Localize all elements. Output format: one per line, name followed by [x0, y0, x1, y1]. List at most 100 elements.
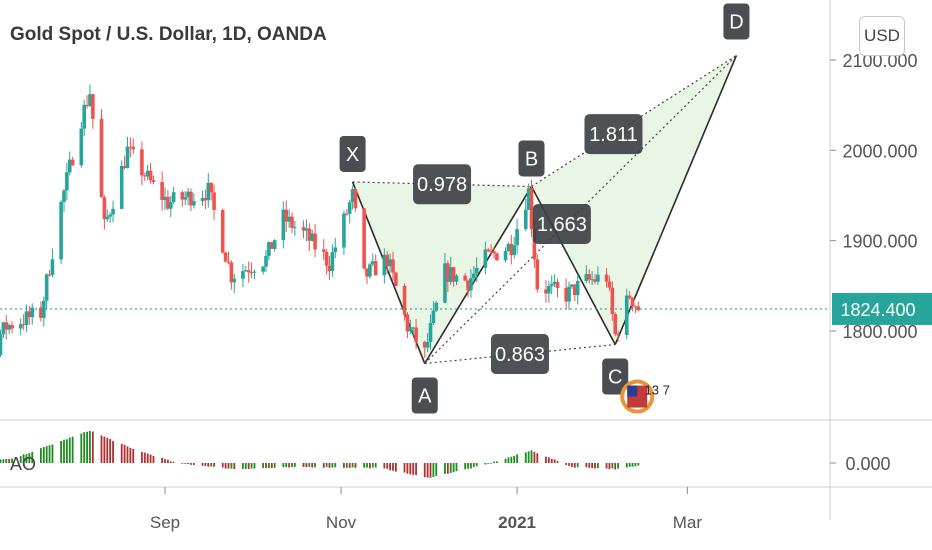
candle-body — [353, 189, 358, 209]
ao-bar — [305, 463, 308, 468]
candle — [321, 239, 326, 261]
ao-bar — [282, 463, 285, 468]
ao-bar — [594, 463, 596, 469]
currency-button[interactable]: USD — [859, 16, 905, 56]
candle — [148, 162, 153, 184]
candle-body — [414, 327, 418, 342]
ao-bar — [426, 463, 429, 478]
ao-bar — [371, 463, 374, 468]
candle — [345, 209, 349, 216]
candle — [88, 84, 92, 108]
candle — [446, 260, 450, 293]
ao-bar — [634, 463, 637, 467]
candle — [512, 236, 517, 259]
ao-bar — [403, 463, 406, 473]
candle — [535, 254, 540, 293]
candle-body — [567, 286, 571, 302]
candle-body — [41, 300, 46, 318]
candle-body — [391, 259, 395, 273]
candle-body — [192, 201, 196, 206]
point-label-c: C — [602, 358, 629, 395]
candle — [434, 301, 439, 312]
candle — [509, 234, 514, 265]
candle — [523, 198, 528, 232]
candle — [584, 265, 589, 284]
ao-bar — [60, 441, 63, 463]
candle — [223, 251, 228, 262]
ao-bar — [213, 463, 215, 467]
ao-bar — [363, 463, 366, 468]
ratio-label-box — [413, 164, 472, 205]
candle-body — [125, 146, 130, 169]
ao-bar — [129, 447, 132, 463]
current-price-value: 1824.400 — [840, 300, 915, 320]
candles-layer — [0, 84, 641, 358]
candle-body — [290, 216, 294, 228]
candle — [431, 301, 436, 326]
ao-bar — [184, 463, 187, 464]
ao-bar — [449, 463, 452, 473]
candle — [330, 244, 335, 277]
candle-body — [220, 209, 225, 253]
candle — [402, 283, 407, 321]
ao-bar — [106, 437, 109, 463]
ao-bar — [146, 453, 149, 463]
ratio-label: 1.811 — [584, 114, 643, 155]
candle-body — [544, 289, 548, 294]
point-label-a: A — [411, 377, 438, 414]
ao-bar — [631, 463, 634, 467]
ao-bar — [112, 440, 114, 463]
candle-body — [388, 259, 392, 267]
candle-body — [342, 213, 346, 248]
candle-body — [252, 271, 257, 273]
ao-bar — [328, 463, 331, 468]
candle-body — [281, 209, 286, 241]
candle — [10, 321, 14, 334]
candle — [466, 279, 470, 298]
candle — [163, 187, 167, 210]
candle-body — [590, 279, 594, 281]
ao-bar — [91, 431, 94, 463]
candle — [593, 273, 597, 285]
ao-bar — [493, 461, 495, 463]
ratio-label: 0.863 — [490, 334, 549, 375]
candle — [394, 271, 398, 287]
candle — [59, 200, 63, 265]
candle — [604, 268, 609, 288]
ao-bar — [22, 454, 25, 463]
candle-body — [503, 251, 508, 261]
candle — [313, 223, 317, 258]
ao-bar — [467, 463, 469, 469]
candle-body — [466, 280, 470, 291]
candle — [486, 247, 491, 252]
candle — [232, 273, 237, 294]
candle — [362, 208, 366, 270]
candle-body — [535, 259, 540, 290]
candle-body — [584, 274, 589, 281]
candle-body — [70, 159, 75, 166]
ao-bar — [351, 463, 354, 468]
pattern-leg-CD — [614, 55, 738, 345]
candle — [630, 297, 635, 312]
candle-body — [515, 229, 519, 246]
candle-body — [330, 252, 335, 272]
ratio-label: 0.978 — [413, 164, 472, 205]
ao-bar — [291, 463, 293, 468]
point-label-b: B — [518, 140, 545, 177]
ao-bar — [331, 463, 334, 468]
ratio-label-text: 1.811 — [589, 124, 638, 146]
candle-body — [226, 261, 231, 263]
candle-body — [27, 311, 32, 318]
ao-bar — [302, 463, 305, 467]
candle-body — [434, 302, 439, 311]
candle — [18, 318, 23, 336]
candle — [350, 185, 355, 210]
candle-body — [30, 307, 35, 318]
candle — [515, 219, 519, 254]
candle-body — [50, 259, 55, 275]
ao-bar — [591, 463, 594, 469]
candle-body — [284, 209, 289, 222]
flag-canton — [627, 385, 638, 397]
candle — [192, 193, 196, 209]
